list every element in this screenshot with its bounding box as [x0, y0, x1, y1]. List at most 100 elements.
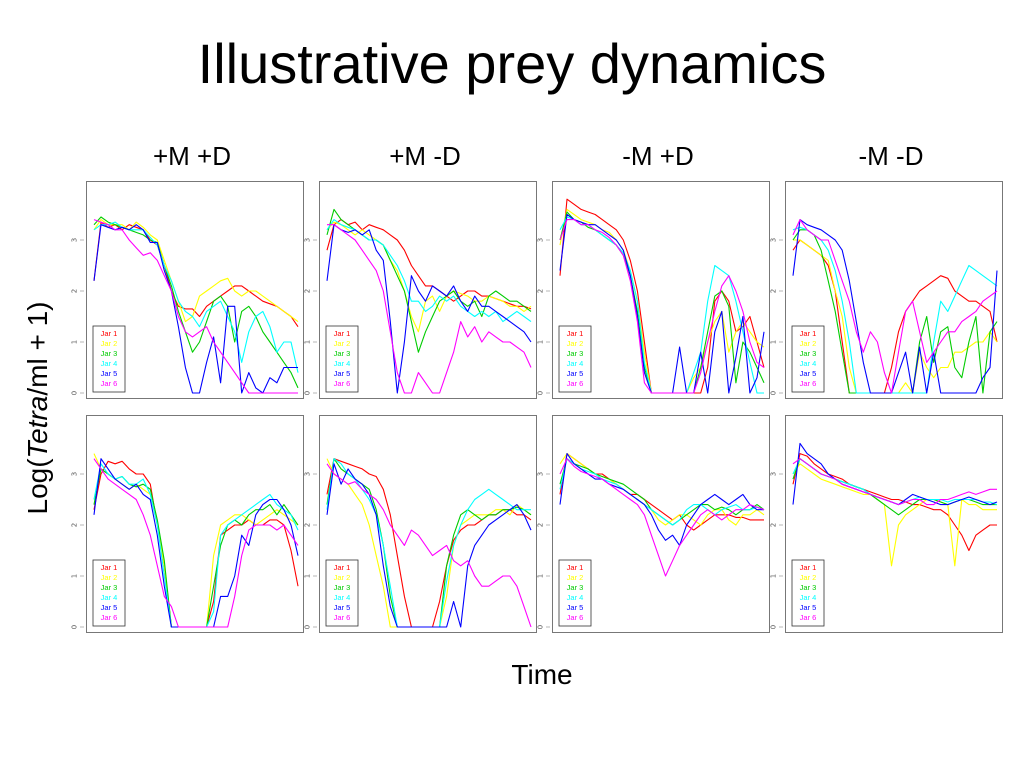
- legend-entry-jar-3: Jar 3: [800, 349, 817, 358]
- series-line-jar-6: [93, 219, 298, 394]
- y-tick-label-2: 2: [304, 289, 312, 293]
- slide-title: Illustrative prey dynamics: [197, 32, 827, 95]
- series-line-jar-5: [93, 224, 298, 394]
- legend-box: [325, 325, 359, 393]
- series-line-jar-6: [792, 219, 998, 394]
- legend-entry-jar-6: Jar 6: [567, 613, 584, 622]
- legend-entry-jar-6: Jar 6: [567, 379, 584, 388]
- legend-box: [558, 325, 592, 393]
- legend-entry-jar-3: Jar 3: [800, 583, 817, 592]
- legend-entry-jar-3: Jar 3: [101, 583, 118, 592]
- series-line-jar-1: [792, 239, 998, 394]
- legend-entry-jar-6: Jar 6: [101, 613, 118, 622]
- series-line-jar-6: [792, 458, 997, 506]
- legend-box: [558, 559, 592, 627]
- y-tick-label-1: 1: [770, 340, 778, 344]
- legend-entry-jar-6: Jar 6: [334, 613, 351, 622]
- legend-entry-jar-1: Jar 1: [101, 563, 118, 572]
- legend-entry-jar-4: Jar 4: [334, 593, 351, 602]
- column-title-mpos-dneg: +M -D: [389, 141, 461, 171]
- legend-box: [92, 559, 126, 627]
- series-line-jar-6: [93, 458, 299, 628]
- legend-entry-jar-4: Jar 4: [567, 593, 584, 602]
- y-tick-label-3: 3: [71, 472, 79, 476]
- y-tick-label-3: 3: [304, 472, 312, 476]
- legend-entry-jar-1: Jar 1: [567, 563, 584, 572]
- y-tick-label-2: 2: [304, 523, 312, 527]
- legend-box: [325, 559, 359, 627]
- legend-entry-jar-6: Jar 6: [101, 379, 118, 388]
- y-tick-label-0: 0: [770, 391, 778, 395]
- y-tick-label-2: 2: [71, 289, 79, 293]
- legend-entry-jar-5: Jar 5: [334, 603, 351, 612]
- y-tick-label-3: 3: [71, 238, 79, 242]
- series-line-jar-5: [559, 453, 764, 546]
- legend-entry-jar-6: Jar 6: [800, 379, 817, 388]
- legend-entry-jar-5: Jar 5: [800, 369, 817, 378]
- legend-entry-jar-4: Jar 4: [101, 359, 118, 368]
- legend-entry-jar-3: Jar 3: [334, 583, 351, 592]
- y-tick-label-1: 1: [71, 574, 79, 578]
- legend-entry-jar-5: Jar 5: [567, 369, 584, 378]
- y-tick-label-1: 1: [71, 340, 79, 344]
- series-line-jar-1: [93, 221, 299, 328]
- legend-entry-jar-2: Jar 2: [800, 339, 817, 348]
- y-tick-label-0: 0: [71, 625, 79, 629]
- y-tick-label-2: 2: [537, 289, 545, 293]
- legend-entry-jar-2: Jar 2: [567, 573, 584, 582]
- legend-entry-jar-4: Jar 4: [334, 359, 351, 368]
- series-line-jar-6: [326, 463, 532, 628]
- legend-entry-jar-4: Jar 4: [800, 359, 817, 368]
- legend-entry-jar-5: Jar 5: [101, 369, 118, 378]
- y-tick-label-0: 0: [537, 391, 545, 395]
- y-tick-label-3: 3: [770, 472, 778, 476]
- y-tick-label-3: 3: [304, 238, 312, 242]
- legend-box: [791, 325, 825, 393]
- y-tick-label-3: 3: [537, 238, 545, 242]
- legend-entry-jar-1: Jar 1: [800, 563, 817, 572]
- legend-entry-jar-4: Jar 4: [101, 593, 118, 602]
- series-line-jar-5: [326, 463, 532, 628]
- legend-entry-jar-1: Jar 1: [334, 563, 351, 572]
- legend-entry-jar-1: Jar 1: [800, 329, 817, 338]
- y-tick-label-2: 2: [537, 523, 545, 527]
- series-line-jar-2: [326, 221, 532, 333]
- y-tick-label-0: 0: [71, 391, 79, 395]
- y-tick-label-3: 3: [537, 472, 545, 476]
- legend-entry-jar-2: Jar 2: [567, 339, 584, 348]
- y-tick-label-0: 0: [304, 391, 312, 395]
- legend-entry-jar-4: Jar 4: [800, 593, 817, 602]
- legend-entry-jar-5: Jar 5: [334, 369, 351, 378]
- y-tick-label-1: 1: [304, 574, 312, 578]
- legend-entry-jar-1: Jar 1: [567, 329, 584, 338]
- legend-entry-jar-1: Jar 1: [101, 329, 118, 338]
- legend-entry-jar-5: Jar 5: [101, 603, 118, 612]
- x-axis-label: Time: [511, 659, 573, 690]
- y-tick-label-1: 1: [304, 340, 312, 344]
- legend-entry-jar-5: Jar 5: [800, 603, 817, 612]
- legend-entry-jar-3: Jar 3: [334, 349, 351, 358]
- legend-entry-jar-1: Jar 1: [334, 329, 351, 338]
- legend-entry-jar-3: Jar 3: [567, 583, 584, 592]
- series-line-jar-4: [559, 458, 765, 526]
- legend-entry-jar-5: Jar 5: [567, 603, 584, 612]
- legend-entry-jar-3: Jar 3: [101, 349, 118, 358]
- y-tick-label-0: 0: [770, 625, 778, 629]
- y-tick-label-2: 2: [770, 523, 778, 527]
- column-title-mpos-dpos: +M +D: [152, 141, 232, 171]
- legend-entry-jar-3: Jar 3: [567, 349, 584, 358]
- y-tick-label-3: 3: [770, 238, 778, 242]
- series-line-jar-6: [327, 224, 532, 394]
- legend-entry-jar-2: Jar 2: [101, 339, 118, 348]
- y-tick-label-2: 2: [770, 289, 778, 293]
- legend-entry-jar-4: Jar 4: [567, 359, 584, 368]
